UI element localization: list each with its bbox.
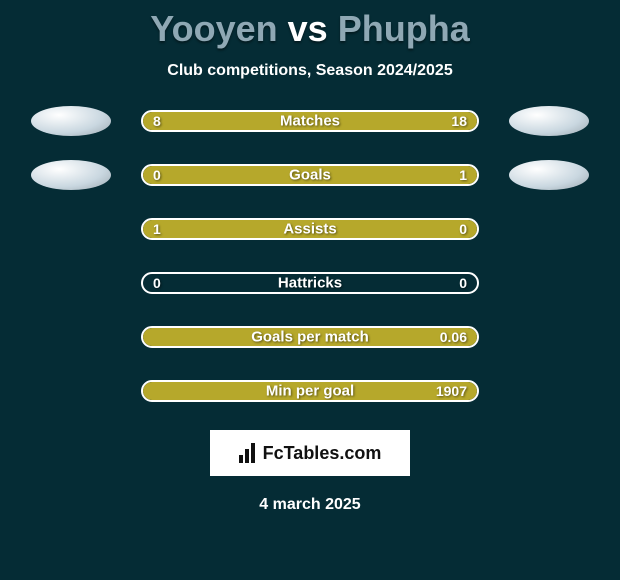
stat-value-left: 1 bbox=[153, 221, 161, 237]
player1-orb bbox=[31, 106, 111, 136]
title-player1: Yooyen bbox=[150, 8, 277, 49]
stat-label: Matches bbox=[280, 113, 340, 130]
title-player2: Phupha bbox=[338, 8, 470, 49]
page-title: Yooyen vs Phupha bbox=[0, 0, 620, 50]
stat-value-left: 0 bbox=[153, 275, 161, 291]
stat-row: 0 Goals 1 bbox=[0, 160, 620, 190]
stat-row: Goals per match 0.06 bbox=[0, 322, 620, 352]
stat-row: Min per goal 1907 bbox=[0, 376, 620, 406]
stat-bar-hattricks: 0 Hattricks 0 bbox=[141, 272, 479, 294]
player1-orb bbox=[31, 160, 111, 190]
stat-value-left: 0 bbox=[153, 167, 161, 183]
stats-container: 8 Matches 18 0 Goals 1 1 Assists 0 bbox=[0, 106, 620, 406]
brand-text: FcTables.com bbox=[263, 443, 382, 464]
stat-value-right: 0 bbox=[459, 275, 467, 291]
stat-value-right: 0 bbox=[459, 221, 467, 237]
stat-row: 8 Matches 18 bbox=[0, 106, 620, 136]
player2-orb bbox=[509, 160, 589, 190]
subtitle: Club competitions, Season 2024/2025 bbox=[0, 62, 620, 80]
stat-value-right: 18 bbox=[451, 113, 467, 129]
stat-label: Hattricks bbox=[278, 275, 342, 292]
title-vs: vs bbox=[288, 8, 328, 49]
stat-bar-matches: 8 Matches 18 bbox=[141, 110, 479, 132]
stat-value-right: 1 bbox=[459, 167, 467, 183]
stat-bar-goals: 0 Goals 1 bbox=[141, 164, 479, 186]
brand-badge: FcTables.com bbox=[210, 430, 410, 476]
stat-value-left: 8 bbox=[153, 113, 161, 129]
stat-label: Goals per match bbox=[251, 329, 369, 346]
stat-bar-mpg: Min per goal 1907 bbox=[141, 380, 479, 402]
stat-value-right: 0.06 bbox=[440, 329, 467, 345]
stat-value-right: 1907 bbox=[436, 383, 467, 399]
bar-chart-icon bbox=[239, 443, 257, 463]
player2-orb bbox=[509, 106, 589, 136]
date-label: 4 march 2025 bbox=[0, 496, 620, 514]
stat-label: Assists bbox=[283, 221, 336, 238]
stat-row: 0 Hattricks 0 bbox=[0, 268, 620, 298]
stat-bar-gpm: Goals per match 0.06 bbox=[141, 326, 479, 348]
stat-label: Goals bbox=[289, 167, 331, 184]
stat-bar-assists: 1 Assists 0 bbox=[141, 218, 479, 240]
stat-label: Min per goal bbox=[266, 383, 354, 400]
stat-row: 1 Assists 0 bbox=[0, 214, 620, 244]
